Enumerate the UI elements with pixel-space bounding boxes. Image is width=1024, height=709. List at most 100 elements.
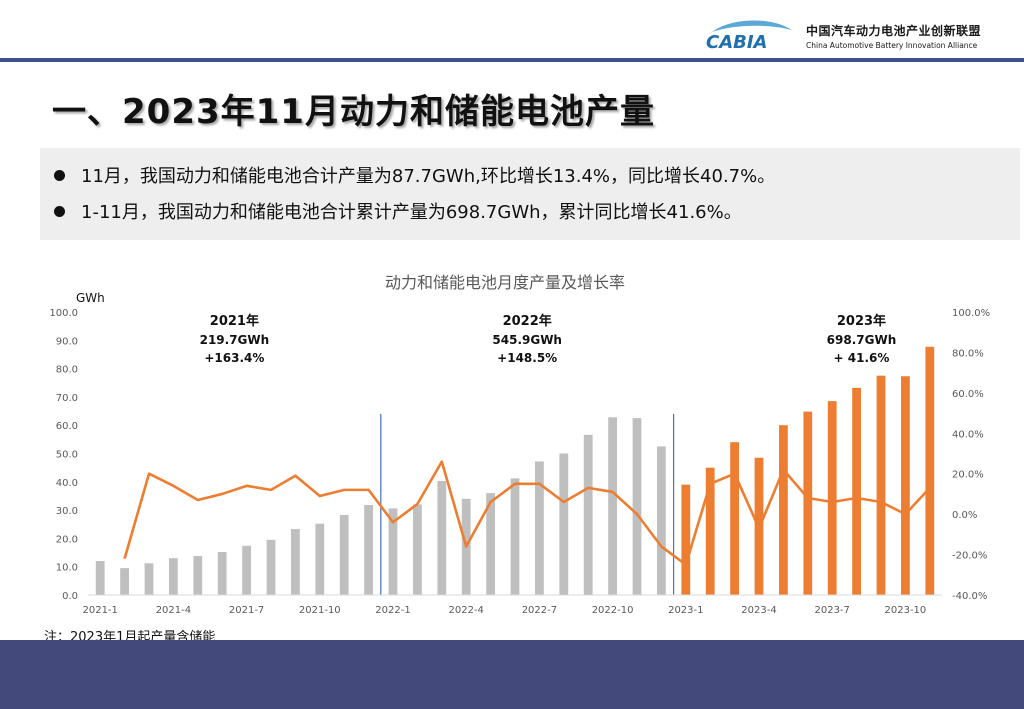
y-tick-label: 100.0 — [49, 308, 78, 319]
annotation-total: 219.7GWh — [200, 333, 270, 347]
bar — [705, 467, 715, 595]
y2-axis: -40.0% -20.0% 0.0% 20.0% 40.0% 60.0% 80.0% 100.… — [952, 308, 990, 602]
growth-line-path — [123, 460, 931, 566]
bar — [95, 561, 105, 595]
summary-bullet: 11月，我国动力和储能电池合计产量为87.7GWh,环比增长13.4%，同比增长… — [54, 162, 775, 188]
y2-tick-label: -20.0% — [952, 551, 987, 562]
bar — [193, 555, 203, 595]
y-tick-label: 50.0 — [56, 450, 78, 461]
x-tick-label: 2021-7 — [229, 605, 264, 616]
header-bar: CABIA 中国汽车动力电池产业创新联盟 China Automotive Ba… — [0, 0, 1024, 62]
annotation-total: 545.9GWh — [492, 333, 562, 347]
x-tick-label: 2023-1 — [668, 605, 703, 616]
bar — [803, 411, 813, 595]
bar — [876, 375, 886, 595]
bar — [144, 563, 154, 595]
x-tick-label: 2022-1 — [375, 605, 410, 616]
y2-tick-label: 80.0% — [952, 348, 984, 359]
bar — [339, 514, 349, 595]
bar — [291, 529, 300, 595]
logo-en: China Automotive Battery Innovation Alli… — [806, 41, 978, 50]
annotation-year: 2022年 — [503, 313, 552, 329]
y-axis: 0.0 10.0 20.0 30.0 40.0 50.0 60.0 70.0 80.0 90.0 1… — [49, 308, 78, 602]
y2-tick-label: 40.0% — [952, 429, 984, 440]
y-tick-label: 90.0 — [56, 336, 78, 347]
x-tick-label: 2022-4 — [448, 605, 483, 616]
chart-title: 动力和储能电池月度产量及增长率 — [385, 273, 625, 292]
y2-tick-label: 60.0% — [952, 389, 984, 400]
bar — [266, 539, 276, 595]
y-tick-label: 60.0 — [56, 421, 78, 432]
growth-line — [123, 460, 931, 566]
bar — [315, 523, 325, 595]
y-axis-label: GWh — [76, 291, 105, 305]
chart-svg: 动力和储能电池月度产量及增长率 GWh 0.0 10.0 20.0 30.0 40.0 5… — [49, 273, 990, 616]
bar — [583, 434, 593, 595]
annotation-growth: +163.4% — [204, 351, 264, 365]
bar — [535, 461, 544, 595]
y-tick-label: 0.0 — [62, 591, 78, 602]
x-tick-label: 2021-4 — [156, 605, 191, 616]
bar — [730, 442, 739, 595]
y2-tick-label: 0.0% — [952, 510, 977, 521]
x-tick-label: 2023-4 — [741, 605, 776, 616]
summary-bullet-text: 1-11月，我国动力和储能电池合计累计产量为698.7GWh，累计同比增长41.… — [81, 202, 742, 223]
footer-bar — [0, 640, 1024, 709]
bar — [364, 505, 373, 595]
bar — [217, 551, 227, 595]
x-tick-label: 2022-10 — [592, 605, 634, 616]
bar — [510, 478, 520, 595]
summary-box: 11月，我国动力和储能电池合计产量为87.7GWh,环比增长13.4%，同比增长… — [40, 148, 1020, 240]
annotation-growth: +148.5% — [497, 351, 557, 365]
bars — [95, 346, 935, 595]
bar — [242, 545, 251, 595]
logo-cn: 中国汽车动力电池产业创新联盟 — [806, 24, 982, 38]
bar — [388, 508, 398, 595]
y-tick-label: 20.0 — [56, 534, 78, 545]
bullet-dot-icon — [54, 169, 65, 181]
x-tick-label: 2022-7 — [522, 605, 557, 616]
chart: 动力和储能电池月度产量及增长率 GWh 0.0 10.0 20.0 30.0 40.0 5… — [40, 262, 1000, 642]
cabia-logo: CABIA — [706, 20, 792, 53]
x-tick-label: 2021-1 — [82, 605, 117, 616]
bar — [608, 417, 617, 595]
y-tick-label: 80.0 — [56, 365, 78, 376]
bar — [559, 453, 569, 595]
annotation-year: 2023年 — [837, 313, 886, 329]
annotations: 2021年 219.7GWh +163.4% 2022年 545.9GWh +148.5%… — [200, 313, 897, 365]
y-tick-label: 40.0 — [56, 478, 78, 489]
year-dividers — [380, 413, 675, 595]
y2-tick-label: 100.0% — [952, 308, 990, 319]
x-tick-label: 2021-10 — [299, 605, 341, 616]
header-rule — [0, 58, 1024, 62]
annotation-year: 2021年 — [210, 313, 259, 329]
bullet-dot-icon — [54, 205, 65, 217]
summary-bullet: 1-11月，我国动力和储能电池合计累计产量为698.7GWh，累计同比增长41.… — [54, 198, 742, 224]
summary-bullet-text: 11月，我国动力和储能电池合计产量为87.7GWh,环比增长13.4%，同比增长… — [81, 166, 776, 187]
logo-swoosh — [712, 20, 792, 32]
y2-tick-label: 20.0% — [952, 470, 984, 481]
bar — [901, 376, 910, 595]
annotation-total: 698.7GWh — [827, 333, 897, 347]
bar — [779, 425, 788, 595]
x-tick-label: 2023-7 — [814, 605, 849, 616]
bar — [413, 504, 422, 595]
bar — [852, 387, 861, 595]
bar — [120, 568, 129, 595]
bar — [437, 480, 447, 595]
bar — [827, 401, 837, 595]
page-title: 一、2023年11月动力和储能电池产量 — [52, 92, 655, 132]
y-tick-label: 10.0 — [56, 563, 78, 574]
bar — [169, 558, 178, 595]
annotation-growth: + 41.6% — [834, 351, 890, 365]
x-tick-label: 2023-10 — [885, 605, 927, 616]
bar — [681, 484, 691, 595]
bar — [657, 446, 666, 595]
logo-text: 中国汽车动力电池产业创新联盟 China Automotive Battery … — [806, 22, 981, 50]
x-axis: 2021-1 2021-4 2021-7 2021-10 2022-1 2022-4 202… — [82, 594, 942, 616]
y-tick-label: 30.0 — [56, 506, 78, 517]
bar — [632, 418, 642, 595]
bar — [486, 493, 495, 595]
bar — [925, 346, 935, 595]
logo-mark-text: CABIA — [706, 32, 768, 53]
